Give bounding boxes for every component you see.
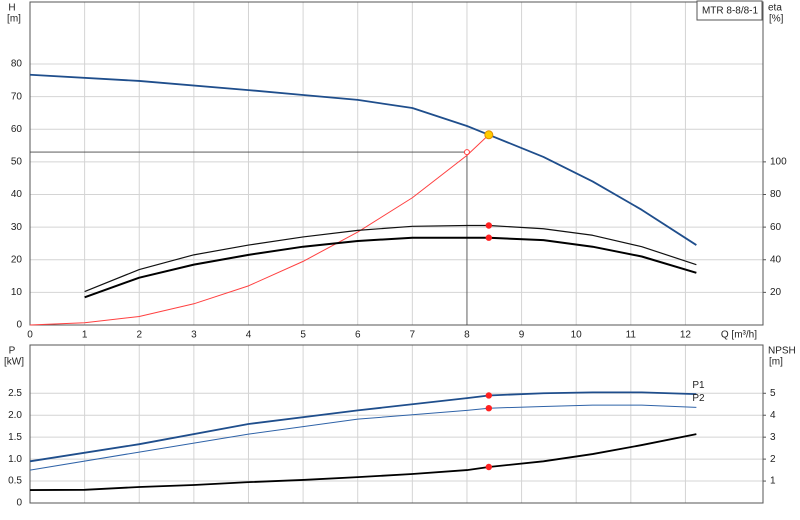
curve [29, 433, 697, 491]
plot-frame [29, 344, 764, 504]
y-tick-label: 1.5 [8, 432, 22, 443]
operating-point [484, 130, 494, 140]
y-tick-label: 60 [11, 124, 23, 135]
y-tick-label: 10 [11, 287, 23, 298]
curve [84, 236, 697, 299]
x-tick-label: 4 [246, 330, 252, 341]
x-axis-title: Q [m³/h] [721, 330, 757, 341]
operating-point [485, 234, 493, 241]
y-axis-unit: [kW] [4, 357, 24, 368]
y2-tick-label: 40 [770, 254, 782, 265]
y-tick-label: 0 [16, 320, 22, 331]
curve [29, 404, 697, 471]
curve [84, 224, 697, 293]
requested-point [463, 149, 470, 156]
y2-axis-unit: [%] [769, 14, 784, 25]
y2-tick-label: 2 [770, 454, 776, 465]
x-tick-label: 7 [410, 330, 416, 341]
y-tick-label: 70 [11, 91, 23, 102]
y2-axis-unit: [m] [769, 357, 783, 368]
y2-tick-label: 4 [770, 410, 776, 421]
operating-point [485, 405, 493, 412]
curve [29, 391, 697, 463]
x-tick-label: 1 [82, 330, 88, 341]
series-label: P2 [692, 393, 705, 404]
x-tick-label: 5 [300, 330, 306, 341]
y2-tick-label: 3 [770, 432, 776, 443]
y2-axis-title: NPSH [768, 346, 796, 357]
x-tick-label: 12 [680, 330, 692, 341]
y2-tick-label: 20 [770, 287, 782, 298]
curve [29, 73, 697, 246]
y-tick-label: 40 [11, 189, 23, 200]
x-tick-label: 8 [464, 330, 470, 341]
y-tick-label: 0 [16, 498, 22, 509]
y-tick-label: 2.5 [8, 388, 22, 399]
operating-point [485, 222, 493, 229]
y-tick-label: 80 [11, 59, 23, 70]
legend-box [696, 0, 763, 21]
series-label: P1 [692, 380, 705, 391]
x-tick-label: 3 [191, 330, 197, 341]
x-tick-label: 10 [571, 330, 583, 341]
operating-point [485, 392, 493, 399]
x-tick-label: 11 [626, 330, 637, 341]
y2-axis-title: eta [768, 3, 782, 14]
x-tick-label: 0 [27, 330, 33, 341]
y2-tick-label: 1 [770, 476, 776, 487]
y-tick-label: 20 [11, 254, 23, 265]
y-tick-label: 0.5 [8, 476, 22, 487]
y2-tick-label: 100 [770, 157, 787, 168]
y-tick-label: 1.0 [8, 454, 22, 465]
y2-tick-label: 5 [770, 388, 776, 399]
y-tick-label: 2.0 [8, 410, 22, 421]
curve [29, 134, 490, 326]
x-tick-label: 9 [519, 330, 525, 341]
y-tick-label: 50 [11, 157, 23, 168]
y-axis-unit: [m] [7, 14, 21, 25]
y-tick-label: 30 [11, 222, 23, 233]
x-tick-label: 6 [355, 330, 361, 341]
legend-label: MTR 8-8/8-1 [702, 6, 759, 17]
y2-tick-label: 60 [770, 222, 782, 233]
plot-frame [29, 1, 764, 326]
y-axis-title: P [9, 346, 16, 357]
x-tick-label: 2 [136, 330, 142, 341]
y2-tick-label: 80 [770, 189, 782, 200]
operating-point [485, 463, 493, 471]
y-axis-title: H [8, 3, 15, 14]
